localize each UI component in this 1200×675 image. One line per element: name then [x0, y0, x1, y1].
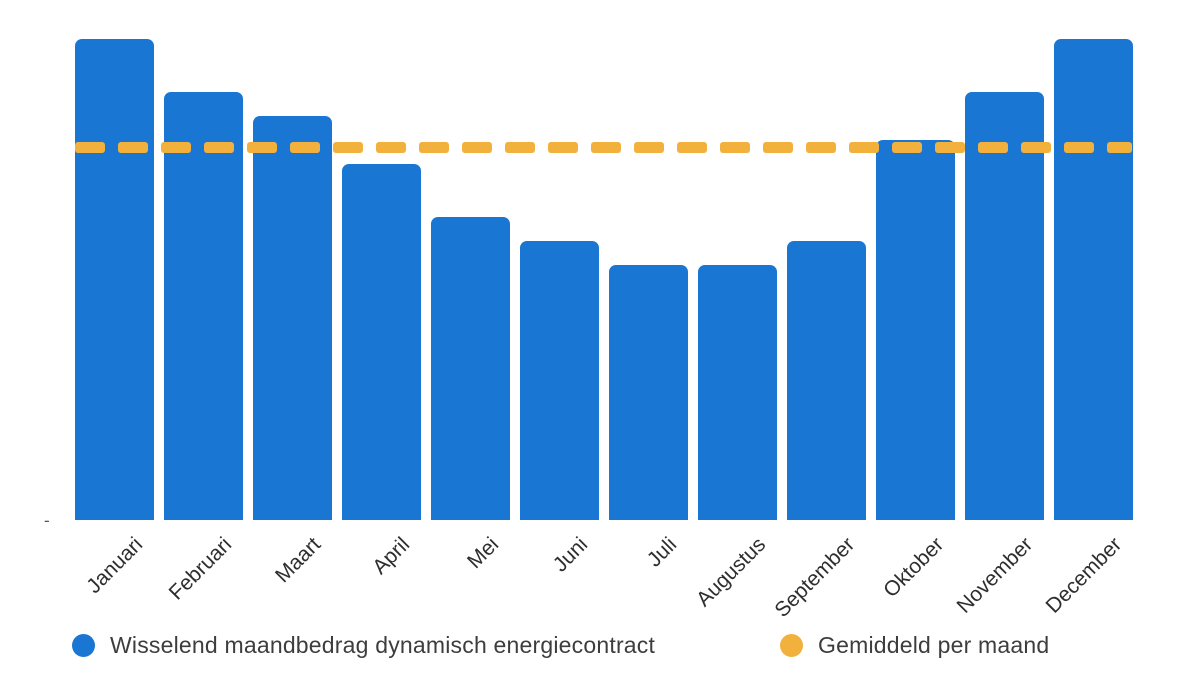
average-line-dash — [1107, 141, 1132, 153]
average-line-dash — [333, 141, 363, 153]
bar-augustus — [698, 265, 777, 520]
average-line-dash — [161, 141, 191, 153]
average-line-dash — [462, 141, 492, 153]
average-line-dash — [505, 141, 535, 153]
legend-label: Wisselend maandbedrag dynamisch energiec… — [110, 632, 656, 658]
average-line-dash — [1021, 141, 1051, 153]
average-line-dash — [763, 141, 793, 153]
legend-label: Gemiddeld per maand — [818, 632, 1050, 658]
bar-juli — [609, 265, 688, 520]
legend-item-average: Gemiddeld per maand — [780, 632, 1049, 659]
average-line-dash — [591, 141, 621, 153]
average-line-dash — [677, 141, 707, 153]
bar-december — [1054, 39, 1133, 520]
average-line-dash — [849, 141, 879, 153]
average-line-dash — [892, 141, 922, 153]
average-line-dash — [204, 141, 234, 153]
legend-circle-icon — [72, 634, 95, 657]
average-line-dash — [548, 141, 578, 153]
legend-circle-icon — [780, 634, 803, 657]
average-line-dash — [806, 141, 836, 153]
bar-mei — [431, 216, 510, 520]
average-line-dash — [634, 141, 664, 153]
bar-maart — [253, 115, 332, 520]
bar-oktober — [876, 140, 955, 520]
average-line-dash — [290, 141, 320, 153]
average-line-dash — [376, 141, 406, 153]
average-line-dash — [419, 141, 449, 153]
average-line-dash — [1064, 141, 1094, 153]
y-axis-baseline-tick: - — [44, 511, 50, 530]
average-line-dash — [75, 141, 105, 153]
bar-februari — [164, 91, 243, 520]
average-line-dash — [720, 141, 750, 153]
bar-januari — [75, 39, 154, 520]
average-line-dash — [118, 141, 148, 153]
bar-juni — [520, 241, 599, 520]
bar-april — [342, 164, 421, 520]
average-line-dash — [978, 141, 1008, 153]
legend-item-monthly-amount: Wisselend maandbedrag dynamisch energiec… — [72, 632, 655, 659]
bar-september — [787, 241, 866, 520]
bar-november — [965, 91, 1044, 520]
average-line-dash — [247, 141, 277, 153]
average-line-dash — [935, 141, 965, 153]
